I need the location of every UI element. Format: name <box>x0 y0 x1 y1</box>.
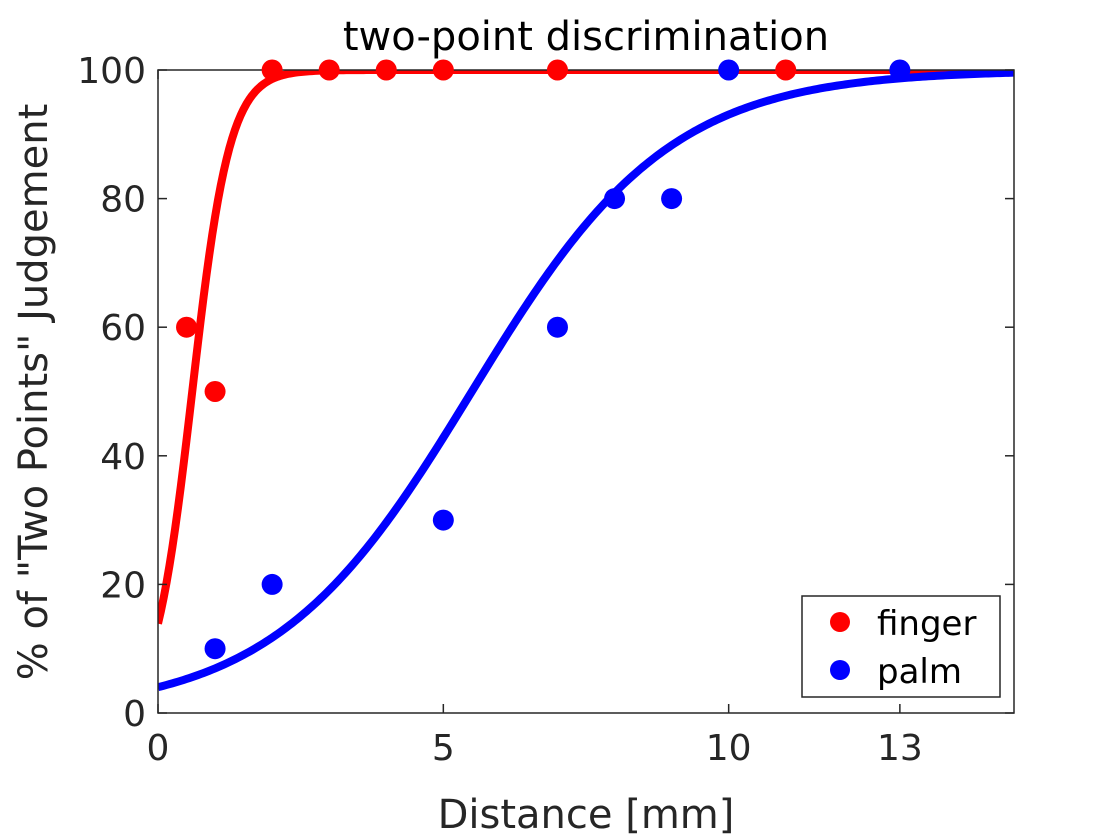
chart-title: two-point discrimination <box>343 14 829 60</box>
y-tick-label: 20 <box>100 565 146 606</box>
x-tick-label: 13 <box>877 728 923 769</box>
x-tick-label: 0 <box>147 728 170 769</box>
legend: finger palm <box>801 595 1001 698</box>
data-point-finger <box>375 59 397 81</box>
fit-curves <box>158 70 1014 692</box>
fit-curve-finger <box>158 70 1014 625</box>
data-point-palm <box>432 509 454 531</box>
data-point-palm <box>261 573 283 595</box>
legend-box <box>801 595 1001 698</box>
legend-label-finger: finger <box>877 604 976 644</box>
data-point-palm <box>661 188 683 210</box>
axis-ticks: 0 5 10 13 0 20 40 60 80 100 <box>77 51 1014 769</box>
x-tick-label: 5 <box>432 728 455 769</box>
axes-box <box>157 69 1015 714</box>
y-tick-label: 0 <box>123 694 146 735</box>
data-point-palm <box>604 188 626 210</box>
data-point-palm <box>889 59 911 81</box>
y-tick-label: 100 <box>77 51 146 92</box>
y-axis-label: % of "Two Points" Judgement <box>11 104 57 681</box>
data-point-finger <box>318 59 340 81</box>
data-point-palm <box>204 638 226 660</box>
data-point-finger <box>432 59 454 81</box>
y-tick-label: 60 <box>100 308 146 349</box>
data-point-palm <box>718 59 740 81</box>
data-point-finger <box>775 59 797 81</box>
legend-label-palm: palm <box>877 652 962 692</box>
fit-curve-palm <box>158 70 1014 692</box>
data-point-finger <box>546 59 568 81</box>
data-point-finger <box>204 381 226 402</box>
y-tick-label: 80 <box>100 180 146 221</box>
data-point-finger <box>176 316 198 338</box>
legend-marker-palm <box>830 660 850 680</box>
data-markers <box>176 59 911 660</box>
data-point-finger <box>261 59 283 81</box>
x-axis-label: Distance [mm] <box>438 792 735 838</box>
data-point-palm <box>546 316 568 338</box>
legend-marker-finger <box>830 612 850 632</box>
x-tick-label: 10 <box>706 728 752 769</box>
y-tick-label: 40 <box>100 437 146 478</box>
